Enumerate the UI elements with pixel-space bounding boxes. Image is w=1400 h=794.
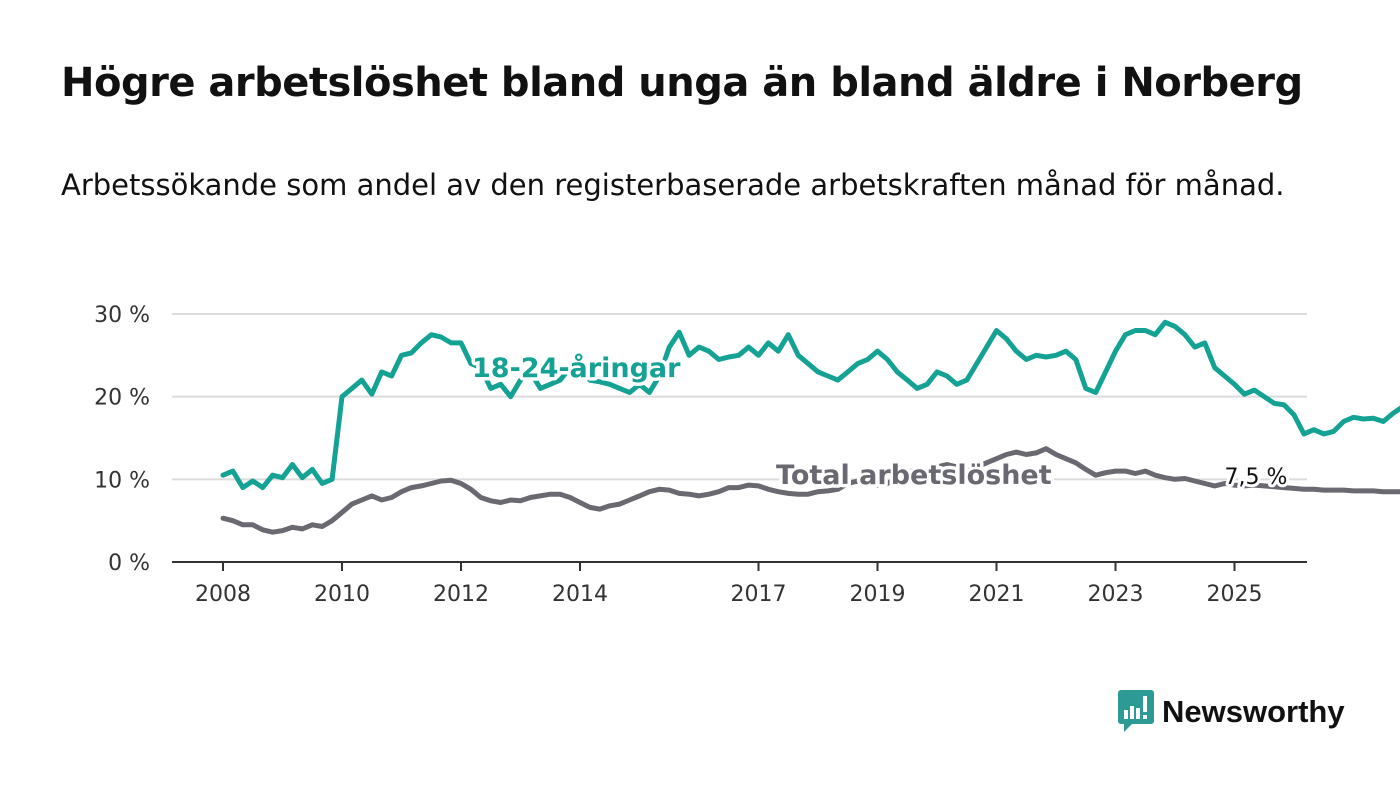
newsworthy-logo: Newsworthy [1118, 690, 1345, 734]
series-labels: 18-24-åringar Total arbetslöshet 7,5 % [469, 349, 1291, 495]
end-value-label: 7,5 % [1225, 465, 1288, 490]
brand-name: Newsworthy [1162, 694, 1345, 729]
x-tick-label: 2019 [850, 582, 906, 607]
y-axis-ticks: 0 % 10 % 20 % 30 % [94, 303, 150, 576]
series-line-total [220, 446, 1400, 535]
y-tick-label: 10 % [94, 468, 150, 493]
x-tick-label: 2010 [314, 582, 370, 607]
y-tick-label: 30 % [94, 303, 150, 328]
y-tick-label: 20 % [94, 386, 150, 411]
x-axis-ticks: 2008 2010 2012 2014 2017 2019 2021 2023 2025 [195, 562, 1263, 607]
bar-chart-speech-bubble-icon [1118, 690, 1154, 732]
x-tick-label: 2017 [731, 582, 787, 607]
series-label-youth: 18-24-åringar [472, 352, 681, 384]
x-tick-label: 2023 [1088, 582, 1144, 607]
y-tick-label: 0 % [108, 551, 150, 576]
chart-title: Högre arbetslöshet bland unga än bland ä… [61, 60, 1303, 106]
series-label-total: Total arbetslöshet [776, 460, 1052, 491]
x-tick-label: 2012 [433, 582, 489, 607]
x-tick-label: 2025 [1207, 582, 1263, 607]
x-tick-label: 2008 [195, 582, 251, 607]
series-line-youth [220, 319, 1400, 491]
x-tick-label: 2021 [969, 582, 1025, 607]
x-tick-label: 2014 [552, 582, 608, 607]
series-lines [220, 319, 1400, 535]
chart-subtitle: Arbetssökande som andel av den registerb… [61, 168, 1285, 202]
grid-lines [172, 313, 1307, 563]
